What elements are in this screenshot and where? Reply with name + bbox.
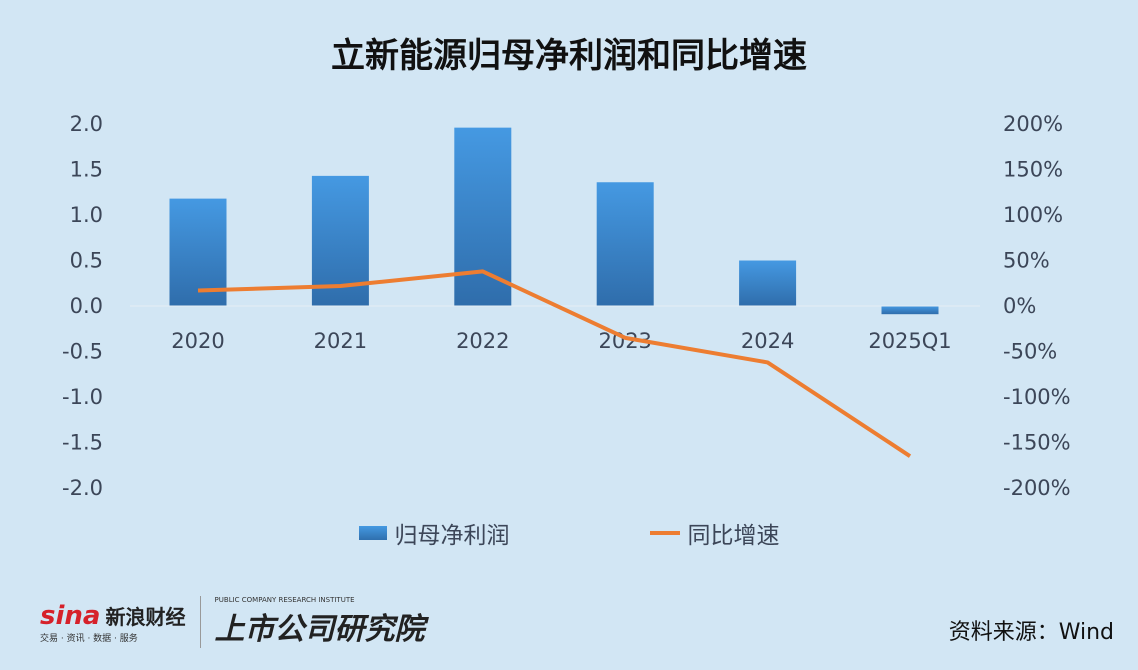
right-axis-tick: 100% [1003,203,1063,227]
right-axis-tick: 0% [1003,294,1036,318]
footer-logo: sina 新浪财经 交易 · 资讯 · 数据 · 服务 PUBLIC COMPA… [40,596,425,648]
right-axis-tick: 200% [1003,112,1063,136]
sina-logo-cn: 新浪财经 [105,604,186,629]
bar-2023 [596,182,654,306]
bar-2024 [739,260,797,306]
sina-logo: sina [40,600,101,631]
right-axis-tick: -200% [1003,476,1071,500]
right-axis-tick: -100% [1003,385,1071,409]
category-label: 2021 [314,329,367,353]
left-axis-tick: 0.5 [70,249,103,273]
bar-2025Q1 [881,306,939,315]
left-axis-tick: -1.0 [62,385,103,409]
growth-line [197,269,912,458]
legend-label: 归母净利润 [394,523,510,549]
sina-logo-sub: 交易 · 资讯 · 数据 · 服务 [40,633,138,644]
chart-title: 立新能源归母净利润和同比增速 [331,36,807,76]
source-note: 资料来源：Wind [948,620,1114,645]
legend: 归母净利润 同比增速 [0,516,1138,550]
legend-bar-swatch [358,526,387,540]
right-axis-tick: -150% [1003,431,1071,455]
left-axis-tick: 2.0 [70,112,103,136]
right-axis-tick: -50% [1003,340,1057,364]
institute-logo: 上市公司研究院 [214,612,425,647]
left-axis-tick: -0.5 [62,340,103,364]
left-axis-tick: -2.0 [62,476,103,500]
category-label: 2025Q1 [868,329,951,353]
legend-item-line: 同比增速 [649,516,780,550]
category-label: 2024 [741,329,794,353]
institute-logo-sub: PUBLIC COMPANY RESEARCH INSTITUTE [214,596,355,604]
legend-label: 同比增速 [687,523,780,549]
left-axis-tick: 0.0 [70,294,103,318]
legend-line-swatch [649,531,680,535]
legend-item-bar: 归母净利润 [358,516,510,550]
bar-2022 [454,127,512,306]
left-axis-tick: -1.5 [62,431,103,455]
category-label: 2022 [456,329,509,353]
left-axis-tick: 1.5 [70,158,103,182]
left-axis-tick: 1.0 [70,203,103,227]
right-axis-tick: 150% [1003,158,1063,182]
right-axis-tick: 50% [1003,249,1050,273]
category-label: 2020 [171,329,224,353]
